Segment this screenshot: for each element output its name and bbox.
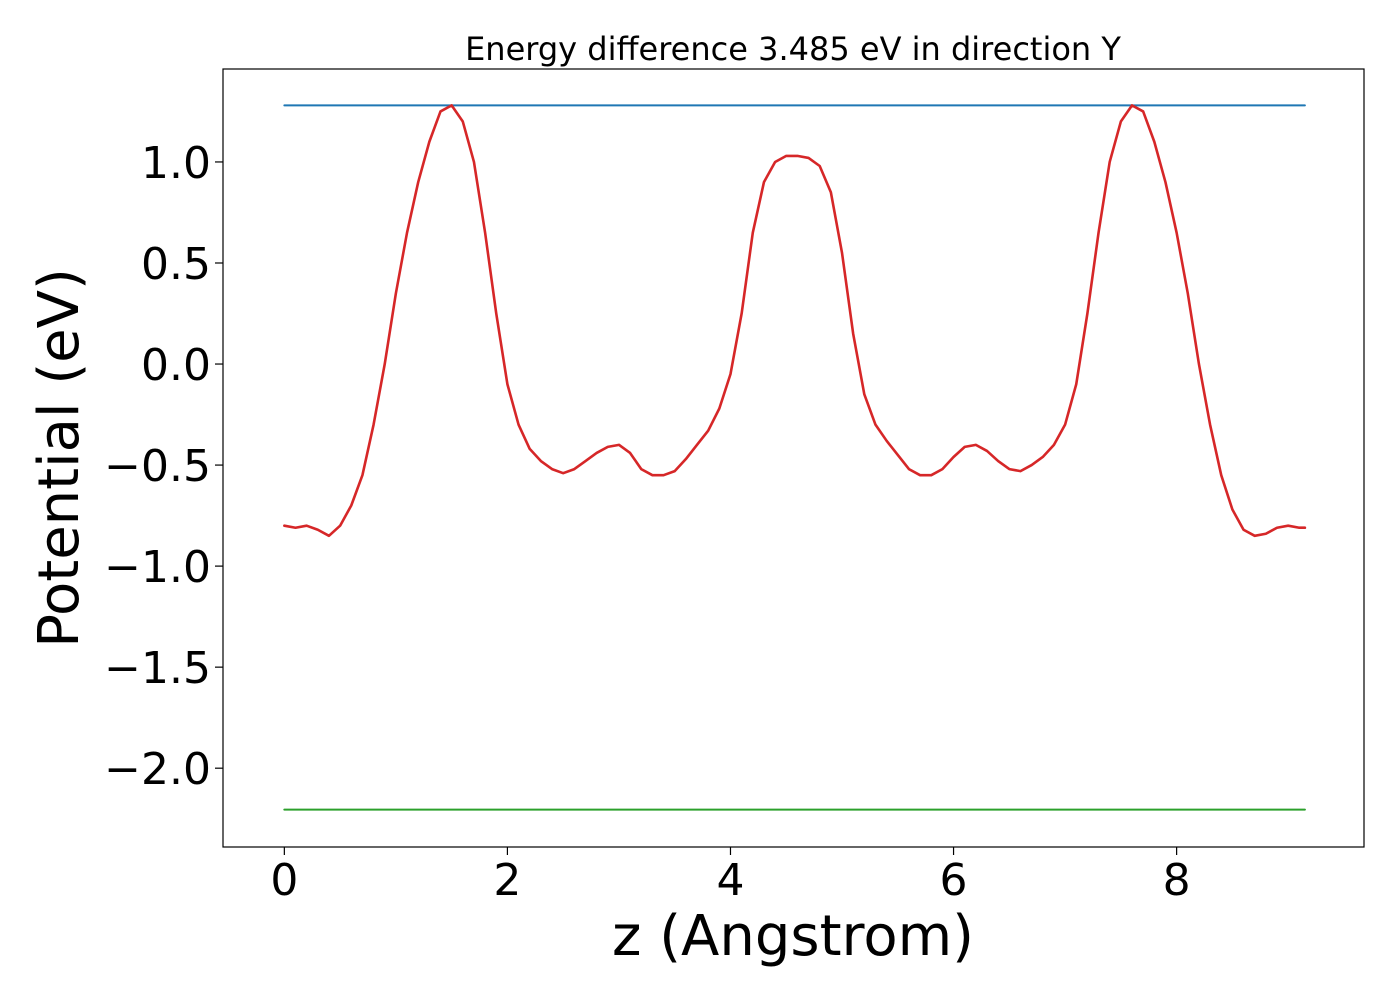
y-axis-title: Potential (eV) — [27, 268, 92, 648]
y-tick-label: 1.0 — [141, 138, 211, 189]
y-axis: 1.0 0.5 0.0 −0.5 −1.0 −1.5 −2.0 — [104, 138, 223, 795]
y-tick-label: −0.5 — [104, 441, 211, 492]
plot-area-frame — [222, 68, 1365, 848]
series-line-potential — [283, 104, 1307, 538]
y-tick-label: −2.0 — [104, 744, 211, 795]
series-layer — [283, 104, 1307, 811]
x-tick-label: 4 — [716, 855, 744, 906]
x-tick-label: 2 — [493, 855, 521, 906]
x-axis: 0 2 4 6 8 — [270, 847, 1191, 906]
chart-title: Energy difference 3.485 eV in direction … — [465, 30, 1121, 68]
x-tick-label: 8 — [1163, 855, 1191, 906]
y-tick-label: −1.5 — [104, 643, 211, 694]
y-tick-label: 0.5 — [141, 239, 211, 290]
y-tick-label: −1.0 — [104, 542, 211, 593]
x-tick-label: 0 — [270, 855, 298, 906]
x-axis-title: z (Angstrom) — [612, 904, 974, 969]
y-tick-label: 0.0 — [141, 340, 211, 391]
x-tick-label: 6 — [940, 855, 968, 906]
